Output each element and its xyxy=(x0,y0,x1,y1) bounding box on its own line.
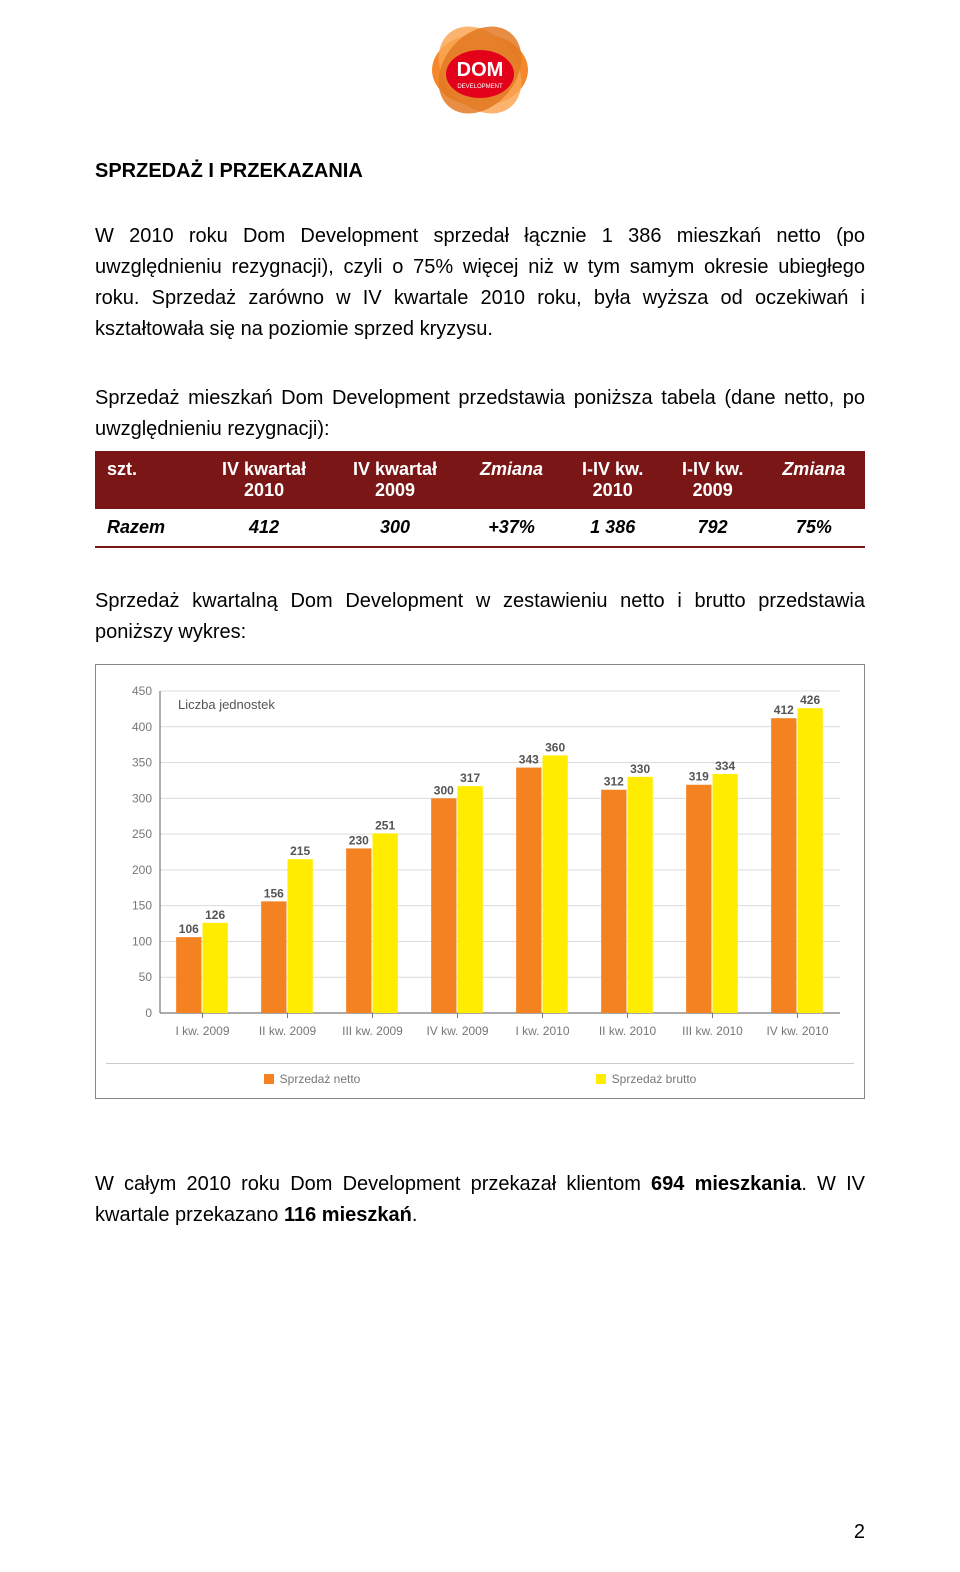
svg-text:126: 126 xyxy=(205,908,225,922)
td-v3: +37% xyxy=(460,509,562,547)
svg-text:50: 50 xyxy=(139,970,153,984)
bold-span: 694 mieszkania xyxy=(651,1173,801,1195)
svg-text:312: 312 xyxy=(604,775,624,789)
svg-text:334: 334 xyxy=(715,759,735,773)
paragraph-table-intro: Sprzedaż mieszkań Dom Development przeds… xyxy=(95,383,865,445)
th-change-1: Zmiana xyxy=(460,451,562,509)
svg-text:317: 317 xyxy=(460,771,480,785)
legend-label: Sprzedaż netto xyxy=(280,1072,361,1086)
legend-item-brutto: Sprzedaż brutto xyxy=(596,1072,697,1086)
svg-text:412: 412 xyxy=(774,703,794,717)
svg-text:300: 300 xyxy=(132,791,152,805)
svg-text:IV kw. 2009: IV kw. 2009 xyxy=(426,1024,488,1038)
svg-text:400: 400 xyxy=(132,720,152,734)
svg-text:IV kw. 2010: IV kw. 2010 xyxy=(766,1024,828,1038)
svg-text:350: 350 xyxy=(132,756,152,770)
svg-text:II kw. 2010: II kw. 2010 xyxy=(599,1024,657,1038)
bold-span: 116 mieszkań xyxy=(284,1204,412,1226)
svg-text:III kw. 2010: III kw. 2010 xyxy=(682,1024,743,1038)
table-row: Razem 412 300 +37% 1 386 792 75% xyxy=(95,509,865,547)
th-q4-2009: IV kwartał2009 xyxy=(330,451,461,509)
logo-subtext: DEVELOPMENT xyxy=(457,84,503,90)
paragraph-footer: W całym 2010 roku Dom Development przeka… xyxy=(95,1169,865,1231)
svg-text:200: 200 xyxy=(132,863,152,877)
svg-text:330: 330 xyxy=(630,762,650,776)
svg-text:100: 100 xyxy=(132,934,152,948)
quarterly-sales-chart: 0 50 100 150 200 250 300 350 400 450 Liczba jednos… xyxy=(95,664,865,1099)
paragraph-intro: W 2010 roku Dom Development sprzedał łąc… xyxy=(95,221,865,345)
svg-text:II kw. 2009: II kw. 2009 xyxy=(259,1024,317,1038)
chart-svg: 0 50 100 150 200 250 300 350 400 450 Liczba jednos… xyxy=(106,677,854,1057)
svg-text:I kw. 2009: I kw. 2009 xyxy=(175,1024,229,1038)
svg-text:III kw. 2009: III kw. 2009 xyxy=(342,1024,403,1038)
svg-text:215: 215 xyxy=(290,844,310,858)
svg-text:360: 360 xyxy=(545,740,565,754)
paragraph-chart-intro: Sprzedaż kwartalną Dom Development w zes… xyxy=(95,586,865,648)
company-logo: DOM DEVELOPMENT xyxy=(405,10,555,130)
td-v1: 412 xyxy=(199,509,330,547)
section-heading: SPRZEDAŻ I PRZEKAZANIA xyxy=(95,160,865,183)
th-change-2: Zmiana xyxy=(763,451,865,509)
chart-legend: Sprzedaż netto Sprzedaż brutto xyxy=(106,1063,854,1090)
th-ytd-2010: I-IV kw.2010 xyxy=(563,451,663,509)
legend-swatch-icon xyxy=(264,1074,274,1084)
table-header-row: szt. IV kwartał2010 IV kwartał2009 Zmian… xyxy=(95,451,865,509)
svg-text:251: 251 xyxy=(375,818,395,832)
td-v5: 792 xyxy=(663,509,763,547)
td-v4: 1 386 xyxy=(563,509,663,547)
td-v2: 300 xyxy=(330,509,461,547)
svg-text:I kw. 2010: I kw. 2010 xyxy=(515,1024,569,1038)
td-v6: 75% xyxy=(763,509,865,547)
text-span: W całym 2010 roku Dom Development przeka… xyxy=(95,1173,651,1195)
logo-text: DOM xyxy=(457,59,504,81)
svg-text:319: 319 xyxy=(689,770,709,784)
svg-text:150: 150 xyxy=(132,899,152,913)
text-span: . xyxy=(412,1204,418,1226)
th-ytd-2009: I-IV kw.2009 xyxy=(663,451,763,509)
svg-text:343: 343 xyxy=(519,753,539,767)
svg-text:300: 300 xyxy=(434,783,454,797)
th-szt: szt. xyxy=(95,451,199,509)
legend-label: Sprzedaż brutto xyxy=(612,1072,697,1086)
page-number: 2 xyxy=(854,1521,865,1544)
svg-text:230: 230 xyxy=(349,833,369,847)
svg-text:250: 250 xyxy=(132,827,152,841)
sales-table: szt. IV kwartał2010 IV kwartał2009 Zmian… xyxy=(95,451,865,548)
svg-text:156: 156 xyxy=(264,886,284,900)
svg-text:450: 450 xyxy=(132,684,152,698)
legend-item-netto: Sprzedaż netto xyxy=(264,1072,361,1086)
svg-text:426: 426 xyxy=(800,693,820,707)
th-q4-2010: IV kwartał2010 xyxy=(199,451,330,509)
svg-text:Liczba jednostek: Liczba jednostek xyxy=(178,697,275,712)
td-label: Razem xyxy=(95,509,199,547)
legend-swatch-icon xyxy=(596,1074,606,1084)
svg-text:106: 106 xyxy=(179,922,199,936)
svg-text:0: 0 xyxy=(145,1006,152,1020)
